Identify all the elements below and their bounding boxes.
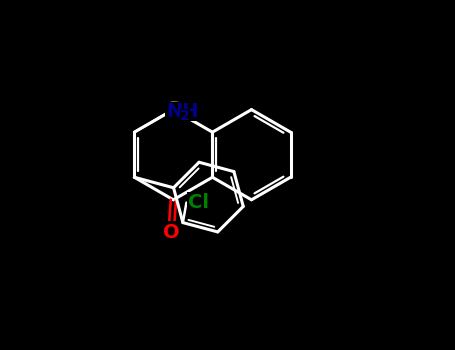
Text: 2: 2 xyxy=(180,110,190,124)
Text: NH: NH xyxy=(167,102,199,121)
Text: O: O xyxy=(163,223,179,242)
Text: S: S xyxy=(167,100,180,119)
Text: Cl: Cl xyxy=(188,193,209,212)
